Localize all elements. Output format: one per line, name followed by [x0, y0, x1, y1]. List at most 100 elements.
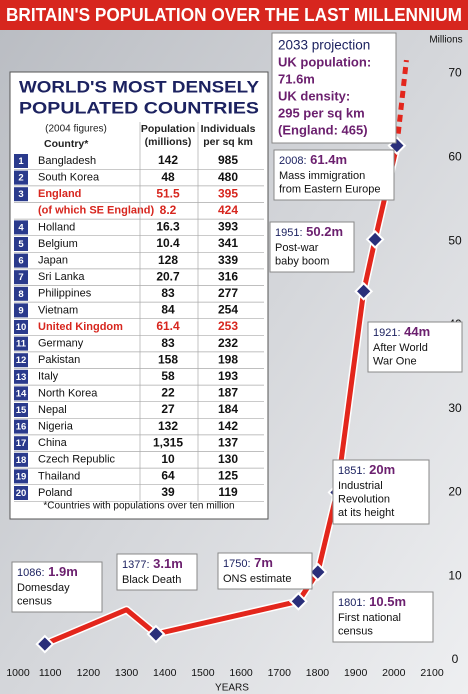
y-tick-label: 60 — [448, 149, 462, 163]
country: Nigeria — [38, 421, 74, 433]
annotation-text: from Eastern Europe — [279, 183, 381, 195]
density: 393 — [218, 220, 238, 234]
table: WORLD'S MOST DENSELY POPULATED COUNTRIES (… — [9, 71, 269, 520]
column-header: (millions) — [145, 136, 192, 148]
population: 10.4 — [156, 236, 180, 250]
annotation-heading: 2008: 61.4m — [279, 152, 347, 167]
annotation-text: census — [17, 595, 52, 607]
country: Vietnam — [38, 304, 78, 316]
population: 58 — [161, 369, 175, 383]
projection-text: 295 per sq km — [278, 105, 365, 120]
annotation-text: ONS estimate — [223, 573, 291, 585]
rank: 3 — [18, 189, 23, 200]
rank-box — [14, 170, 28, 185]
population: 8.2 — [160, 203, 177, 217]
rank: 10 — [16, 322, 27, 333]
rank: 1 — [18, 156, 24, 167]
annotation-text: Post-war — [275, 242, 319, 254]
marker — [308, 562, 328, 582]
density: 142 — [218, 419, 238, 433]
population: 20.7 — [156, 269, 180, 283]
population: 84 — [161, 303, 175, 317]
table-footnote: *Countries with populations over ten mil… — [43, 501, 234, 512]
annotation-text: baby boom — [275, 255, 329, 267]
value-label: 44m — [404, 324, 430, 339]
rank-box — [14, 270, 28, 285]
density: 193 — [218, 369, 238, 383]
density: 341 — [218, 236, 238, 250]
annotation-text: at its height — [338, 507, 394, 519]
x-tick-label: 1300 — [115, 667, 139, 679]
country: United Kingdom — [38, 321, 123, 333]
annotation-heading: 1086: 1.9m — [17, 564, 78, 579]
annotation-box — [367, 321, 463, 373]
projection-text: (England: 465) — [278, 122, 368, 137]
density: 277 — [218, 286, 238, 300]
country: Belgium — [38, 238, 78, 250]
density: 187 — [218, 386, 238, 400]
density: 137 — [218, 435, 238, 449]
country: Bangladesh — [38, 155, 96, 167]
column-header: Population — [141, 123, 195, 135]
annotation-box — [273, 149, 395, 201]
annotation-year: 1921: — [373, 327, 401, 339]
rank: 20 — [16, 488, 27, 499]
column-header: Country* — [44, 138, 89, 150]
population: 51.5 — [156, 186, 180, 200]
rank: 8 — [18, 289, 23, 300]
population: 158 — [158, 352, 178, 366]
title-bar — [0, 0, 468, 30]
marker — [35, 634, 55, 654]
rank: 2 — [18, 173, 23, 184]
population: 27 — [161, 402, 175, 416]
country: China — [38, 437, 68, 449]
population: 16.3 — [156, 220, 180, 234]
value-label: 7m — [254, 555, 273, 570]
density: 253 — [218, 319, 238, 333]
annotation-box — [332, 591, 434, 643]
rank: 13 — [16, 372, 27, 383]
population: 61.4 — [156, 319, 180, 333]
population: 39 — [161, 485, 175, 499]
annotation-box — [217, 552, 313, 590]
density: 184 — [218, 402, 238, 416]
value-label: 3.1m — [153, 556, 183, 571]
table-title: WORLD'S MOST DENSELY — [19, 77, 260, 96]
annotation-year: 1951: — [275, 227, 303, 239]
y-tick-label: 0 — [452, 652, 459, 666]
rank-box — [14, 353, 28, 368]
annotation-heading: 1921: 44m — [373, 324, 430, 339]
value-label: 10.5m — [369, 594, 406, 609]
rank: 14 — [16, 388, 27, 399]
projection-text: UK population: — [278, 54, 371, 69]
annotation-heading: 1851: 20m — [338, 462, 395, 477]
value-label: 50.2m — [306, 224, 343, 239]
country: Poland — [38, 487, 72, 499]
x-axis-label: YEARS — [215, 683, 249, 694]
line — [394, 59, 409, 146]
annotation-heading: 1951: 50.2m — [275, 224, 343, 239]
annotation-text: Domesday — [17, 582, 70, 594]
rank: 17 — [16, 438, 27, 449]
rank: 5 — [18, 239, 24, 250]
population: 83 — [161, 286, 175, 300]
annotation-heading: 1750: 7m — [223, 555, 273, 570]
density: 480 — [218, 170, 238, 184]
country: Czech Republic — [38, 454, 116, 466]
annotation-year: 1851: — [338, 465, 366, 477]
annotation-box — [116, 553, 198, 591]
rank-box — [14, 253, 28, 268]
annotation-text: War One — [373, 355, 417, 367]
x-tick-label: 1700 — [268, 667, 292, 679]
rank-box — [14, 469, 28, 484]
country: Holland — [38, 221, 75, 233]
annotation-text: Mass immigration — [279, 170, 365, 182]
country: Sri Lanka — [38, 271, 85, 283]
x-tick-label: 2000 — [382, 667, 406, 679]
x-tick-label: 1900 — [344, 667, 368, 679]
density: 985 — [218, 153, 238, 167]
rank: 7 — [18, 272, 23, 283]
marker — [365, 229, 385, 249]
rank-box — [14, 336, 28, 351]
